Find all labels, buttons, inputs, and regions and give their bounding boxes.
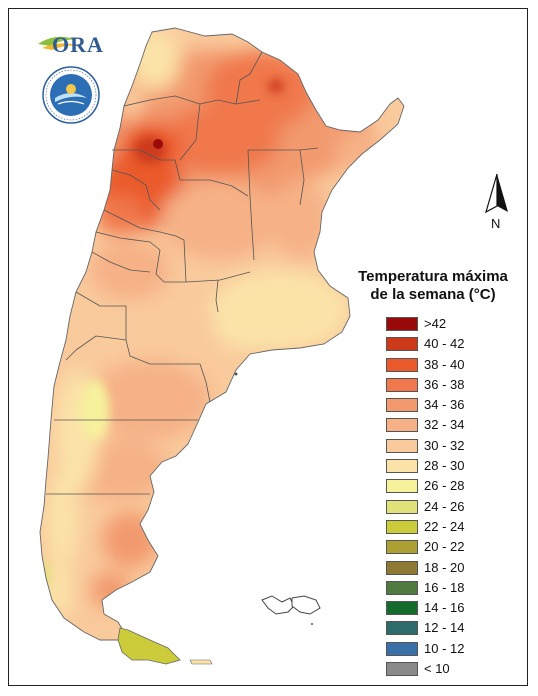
- legend-swatch: [386, 560, 418, 575]
- legend-swatch: [386, 438, 418, 453]
- legend-swatch: [386, 418, 418, 433]
- legend-label: 10 - 12: [424, 640, 465, 656]
- legend-swatch: [386, 398, 418, 413]
- legend-swatch: [386, 540, 418, 555]
- legend-swatch: [386, 662, 418, 677]
- north-arrow-icon: N: [485, 173, 508, 231]
- legend-label: 36 - 38: [424, 376, 465, 392]
- legend-swatch: [386, 641, 418, 656]
- legend-label: 12 - 14: [424, 620, 465, 636]
- legend-swatch: [386, 317, 418, 331]
- legend-swatch: [386, 580, 418, 595]
- legend-label: 40 - 42: [424, 336, 465, 352]
- legend-label: 38 - 40: [424, 356, 465, 372]
- legend-swatch: [386, 519, 418, 534]
- legend: Temperatura máxima de la semana (°C) >42…: [346, 268, 526, 677]
- legend-label: 14 - 16: [424, 600, 465, 616]
- legend-swatch: [386, 479, 418, 494]
- legend-label: < 10: [424, 661, 450, 677]
- ora-sun-logo-icon: [38, 36, 80, 50]
- legend-swatch: [386, 601, 418, 616]
- legend-swatch: [386, 337, 418, 352]
- legend-label: 16 - 18: [424, 579, 465, 595]
- legend-label: 20 - 22: [424, 539, 465, 555]
- legend-swatch: [386, 621, 418, 636]
- servicio-meteorologico-nacional-seal-icon: [42, 66, 100, 124]
- legend-label: >42: [424, 316, 447, 331]
- legend-swatch: [386, 357, 418, 372]
- legend-label: 18 - 20: [424, 559, 465, 575]
- legend-label: 24 - 26: [424, 498, 465, 514]
- ora-logo-text: ORA: [52, 32, 104, 57]
- legend-swatch: [386, 459, 418, 474]
- legend-label: 34 - 36: [424, 397, 465, 413]
- legend-label: 26 - 28: [424, 478, 465, 494]
- legend-title-line2: de la semana (°C): [370, 286, 496, 303]
- legend-title-line1: Temperatura máxima: [358, 268, 508, 285]
- north-label: N: [491, 216, 500, 231]
- legend-label: 22 - 24: [424, 518, 465, 534]
- legend-swatch: [386, 377, 418, 392]
- legend-label: 32 - 34: [424, 417, 465, 433]
- legend-label: 30 - 32: [424, 437, 465, 453]
- legend-label: 28 - 30: [424, 458, 465, 474]
- legend-swatch: [386, 499, 418, 514]
